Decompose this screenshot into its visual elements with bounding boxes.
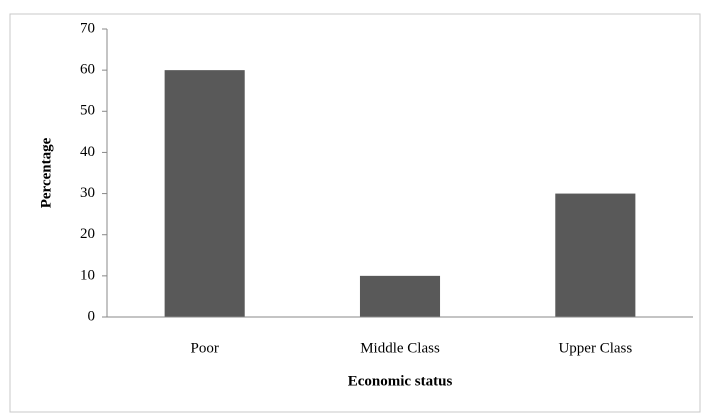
y-tick-label: 50 xyxy=(80,103,95,119)
y-tick-label: 30 xyxy=(80,185,95,201)
y-tick-label: 40 xyxy=(80,144,95,160)
y-tick-label: 70 xyxy=(80,20,95,36)
bar xyxy=(359,275,441,317)
y-tick-label: 20 xyxy=(80,226,95,242)
bar xyxy=(555,193,636,317)
y-axis-title: Percentage xyxy=(38,137,54,208)
bar xyxy=(164,70,245,318)
x-axis-title: Economic status xyxy=(348,373,453,389)
x-tick-label: Upper Class xyxy=(558,340,632,356)
y-tick-label: 10 xyxy=(80,267,95,283)
x-tick-label: Poor xyxy=(190,340,218,356)
y-tick-label: 0 xyxy=(88,308,96,324)
x-tick-label: Middle Class xyxy=(360,340,440,356)
y-tick-label: 60 xyxy=(80,62,95,78)
